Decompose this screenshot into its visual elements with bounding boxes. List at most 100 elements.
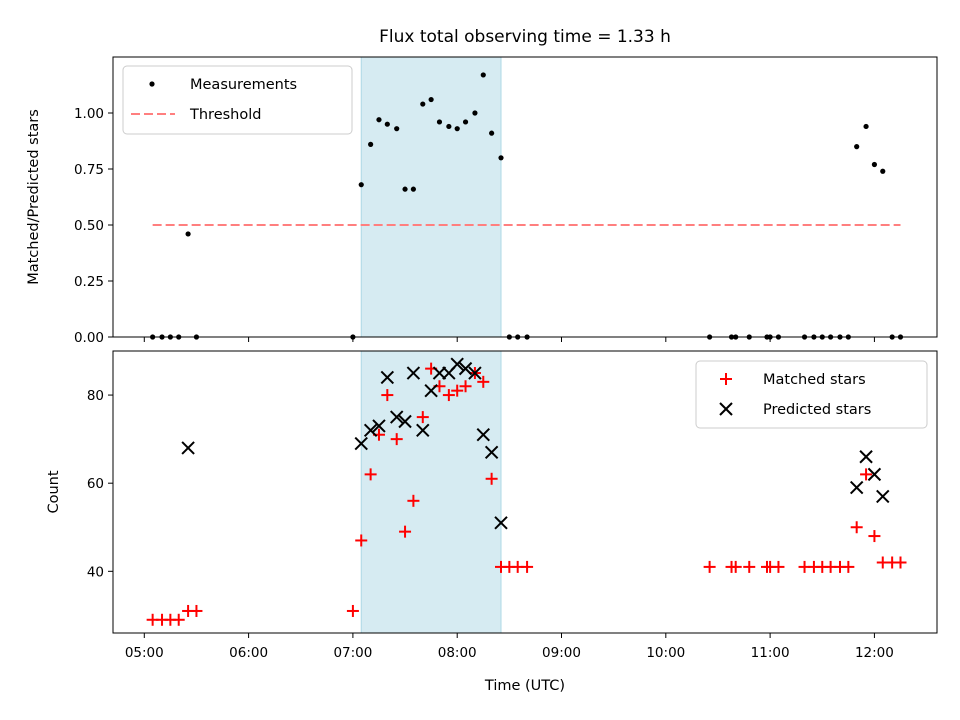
- top-legend-box: [122, 65, 353, 135]
- measurement-point: [480, 72, 486, 78]
- matched-star-point: [416, 411, 429, 424]
- predicted-star-point: [372, 419, 386, 433]
- matched-stars-points: [146, 362, 907, 626]
- bottom-y-tick-label: 40: [87, 564, 104, 580]
- chart-title: Flux total observing time = 1.33 h: [379, 27, 671, 47]
- bottom-x-tick-label: 11:00: [751, 645, 790, 661]
- matched-star-point: [399, 525, 412, 538]
- bottom-x-ticks: 05:00 06:00 07:00 08:00 09:00 10:00 11:00 12:00: [125, 633, 894, 661]
- bottom-x-tick-label: 12:00: [855, 645, 894, 661]
- bottom-x-tick-label: 09:00: [542, 645, 581, 661]
- top-y-tick-label: 1.00: [74, 106, 104, 122]
- matched-star-point: [390, 433, 403, 446]
- predicted-star-point: [867, 467, 882, 482]
- matched-star-point: [381, 389, 394, 402]
- predicted-star-point: [450, 357, 464, 371]
- predicted-stars-points: [181, 357, 890, 530]
- measurement-point: [871, 161, 878, 168]
- bottom-legend-box: [695, 360, 928, 429]
- predicted-star-point: [849, 480, 864, 495]
- predicted-star-point: [416, 423, 430, 438]
- matched-star-point: [772, 560, 785, 573]
- matched-star-point: [703, 560, 716, 573]
- measurement-point: [854, 144, 860, 150]
- measurement-point: [384, 121, 390, 127]
- bottom-x-tick-label: 06:00: [229, 645, 268, 661]
- measurement-point: [402, 186, 408, 192]
- predicted-star-point: [380, 370, 395, 385]
- predicted-star-point: [476, 428, 490, 442]
- predicted-star-point: [181, 441, 195, 455]
- matched-star-point: [442, 389, 455, 402]
- bottom-x-tick-label: 05:00: [125, 645, 164, 661]
- measurement-point: [420, 101, 426, 107]
- predicted-star-point: [354, 436, 368, 451]
- top-y-tick-label: 0.75: [74, 162, 104, 178]
- measurement-point: [472, 110, 478, 116]
- bottom-x-tick-label: 08:00: [438, 645, 477, 661]
- measurement-point: [462, 119, 469, 125]
- matched-star-point: [521, 560, 534, 573]
- predicted-star-point: [484, 445, 499, 460]
- measurement-point: [410, 186, 416, 192]
- matched-star-point: [459, 380, 472, 393]
- bottom-axes-frame: [112, 350, 938, 634]
- measurement-point: [428, 96, 434, 103]
- predicted-star-point: [389, 410, 404, 424]
- predicted-star-point: [468, 366, 482, 380]
- bottom-legend: Matched stars Predicted stars: [695, 360, 928, 429]
- matched-star-point: [850, 521, 863, 534]
- top-shaded-span: [360, 56, 502, 338]
- measurement-point: [880, 168, 886, 174]
- legend-matched-label: Matched stars: [763, 372, 866, 388]
- top-panel: 0.00 0.25 0.50 0.75 1.00 Matched/Predicted s…: [26, 56, 938, 346]
- measurement-point: [376, 117, 382, 123]
- matched-star-point: [477, 375, 490, 388]
- predicted-star-point: [876, 489, 890, 504]
- matched-star-point: [355, 534, 368, 547]
- measurement-point: [446, 123, 452, 130]
- matched-star-point: [743, 560, 756, 573]
- matched-star-point: [172, 613, 185, 626]
- measurement-point: [394, 126, 400, 132]
- measurement-point: [498, 155, 504, 161]
- measurement-point: [489, 130, 495, 136]
- matched-star-point: [842, 560, 855, 573]
- bottom-x-axis-label: Time (UTC): [484, 678, 565, 694]
- matched-star-point: [485, 472, 498, 485]
- top-legend: Measurements Threshold: [122, 65, 353, 135]
- predicted-star-point: [363, 423, 378, 438]
- measurement-point: [863, 123, 869, 130]
- predicted-star-point: [859, 450, 873, 464]
- legend-predicted-marker: [719, 402, 733, 416]
- top-y-tick-label: 0.00: [74, 330, 104, 346]
- predicted-star-point: [398, 414, 412, 429]
- predicted-star-point: [424, 383, 438, 398]
- bottom-y-ticks: 40 60 80: [87, 388, 113, 580]
- predicted-star-point: [494, 516, 508, 530]
- top-y-axis-label: Matched/Predicted stars: [26, 109, 42, 285]
- legend-threshold-label: Threshold: [189, 107, 261, 123]
- matched-star-point: [860, 468, 873, 481]
- matched-star-point: [729, 560, 742, 573]
- matched-star-point: [868, 530, 881, 543]
- legend-measurements-marker: [149, 81, 155, 87]
- matched-star-point: [346, 604, 359, 617]
- top-y-ticks: 0.00 0.25 0.50 0.75 1.00: [74, 106, 113, 346]
- matched-star-point: [364, 468, 377, 481]
- matched-star-point: [407, 494, 420, 507]
- matched-star-point: [894, 556, 907, 569]
- measurement-point: [368, 141, 374, 147]
- matched-star-point: [451, 384, 464, 397]
- predicted-star-point: [406, 366, 421, 380]
- top-x-ticks: [143, 337, 875, 342]
- bottom-y-axis-label: Count: [46, 470, 62, 513]
- top-axes-frame: [112, 56, 938, 338]
- top-y-tick-label: 0.50: [74, 218, 104, 234]
- measurement-point: [358, 182, 364, 188]
- bottom-y-tick-label: 60: [87, 476, 104, 492]
- legend-measurements-label: Measurements: [190, 77, 297, 93]
- bottom-x-tick-label: 07:00: [333, 645, 372, 661]
- legend-predicted-label: Predicted stars: [763, 402, 871, 418]
